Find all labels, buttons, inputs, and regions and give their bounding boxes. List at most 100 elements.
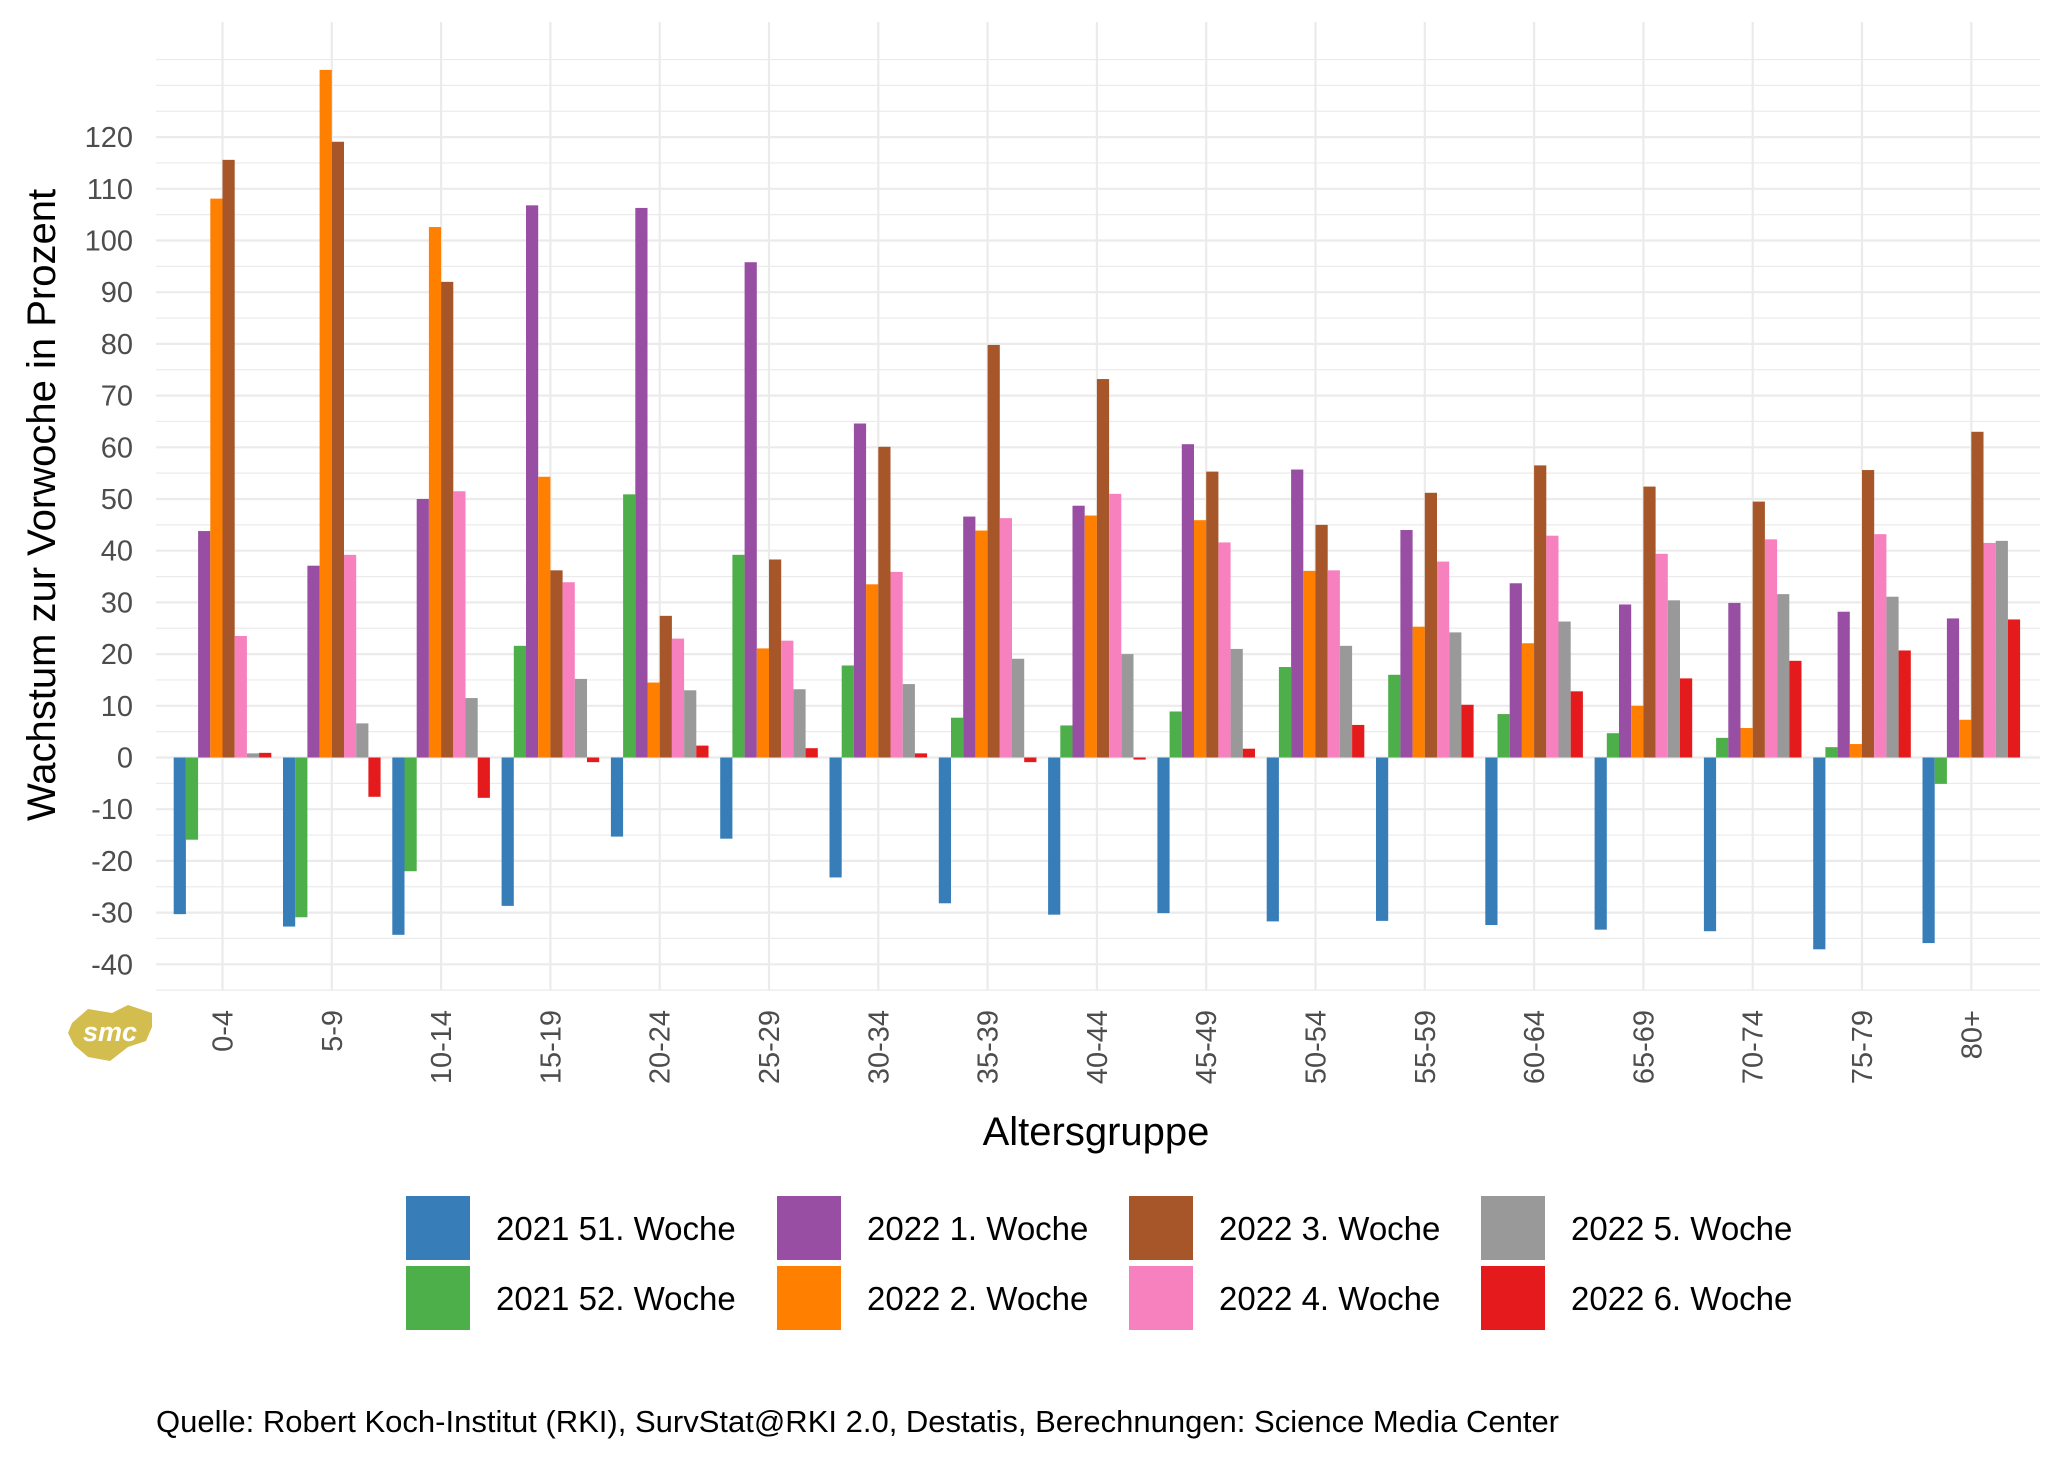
bar: [1072, 505, 1085, 758]
bar: [1619, 604, 1632, 758]
y-axis-title: Wachstum zur Vorwoche in Prozent: [20, 189, 64, 821]
bar: [1169, 711, 1182, 758]
y-tick-label: 50: [101, 484, 133, 516]
bar: [1206, 471, 1219, 758]
x-tick-label: 35-39: [973, 1010, 1005, 1084]
bar: [841, 665, 854, 758]
bar: [1109, 493, 1122, 758]
legend-label: 2022 3. Woche: [1219, 1210, 1440, 1247]
bar: [246, 753, 260, 758]
y-tick-label: -20: [91, 846, 133, 878]
bar: [1388, 674, 1401, 758]
bar: [1534, 465, 1547, 758]
bar: [671, 638, 685, 758]
bar: [781, 640, 794, 758]
bar: [441, 281, 454, 758]
bar: [805, 748, 818, 758]
bar: [1424, 492, 1437, 758]
bar: [185, 757, 199, 840]
smc-logo-shape: [68, 1005, 152, 1061]
bar: [2007, 619, 2021, 758]
bar: [938, 757, 951, 904]
bar: [696, 745, 709, 758]
legend-label: 2022 2. Woche: [867, 1280, 1088, 1317]
bar: [866, 584, 879, 758]
x-tick-label: 30-34: [863, 1010, 895, 1084]
bar: [1048, 757, 1061, 915]
bar: [1546, 535, 1559, 758]
bar: [234, 636, 247, 758]
bar: [1218, 542, 1231, 758]
bar: [587, 757, 600, 763]
bar: [1789, 660, 1802, 758]
legend-label: 2022 6. Woche: [1571, 1280, 1792, 1317]
x-tick-label: 25-29: [754, 1010, 786, 1084]
bar: [1012, 658, 1025, 758]
bar: [1570, 691, 1583, 758]
bar: [1230, 648, 1243, 758]
bar: [1376, 757, 1389, 921]
bar: [1777, 594, 1790, 758]
legend-swatch: [406, 1196, 470, 1260]
y-tick-label: -40: [91, 949, 133, 981]
y-tick-label: 110: [87, 174, 133, 206]
x-tick-label: 15-19: [535, 1010, 567, 1084]
x-tick-label: 75-79: [1847, 1010, 1879, 1084]
y-tick-label: 20: [101, 639, 133, 671]
legend-label: 2021 52. Woche: [496, 1280, 736, 1317]
bar: [1437, 561, 1450, 758]
x-tick-label: 50-54: [1301, 1010, 1333, 1084]
smc-logo: smc: [68, 1005, 152, 1061]
bar: [198, 531, 211, 758]
bar: [368, 757, 381, 797]
bar: [1096, 379, 1110, 758]
bar: [987, 344, 1000, 758]
bar: [963, 516, 976, 758]
bar: [501, 757, 514, 906]
bar: [1898, 650, 1911, 758]
bar: [623, 494, 636, 758]
x-tick-label: 70-74: [1738, 1010, 1770, 1084]
y-tick-labels: -40 -30 -20 -10 0 10 20 30 40 50 60 70 80 90 100 110 120: [85, 122, 133, 981]
bar: [1157, 757, 1170, 914]
legend-label: 2021 51. Woche: [496, 1210, 736, 1247]
bar: [1862, 470, 1875, 758]
caption: Quelle: Robert Koch-Institut (RKI), Surv…: [156, 1404, 1559, 1439]
bar: [1509, 583, 1522, 758]
legend-label: 2022 5. Woche: [1571, 1210, 1792, 1247]
bar: [1667, 600, 1680, 758]
bar: [416, 499, 429, 758]
bar: [1485, 757, 1498, 926]
bar: [1716, 737, 1729, 758]
bar: [1655, 553, 1668, 758]
bar: [647, 682, 660, 758]
x-tick-label: 5-9: [317, 1010, 349, 1052]
bar: [1194, 520, 1207, 758]
bar: [453, 491, 466, 758]
bar: [526, 205, 539, 758]
bar: [914, 753, 928, 758]
bar: [890, 571, 903, 758]
legend-swatch: [777, 1266, 841, 1330]
bar: [684, 690, 697, 758]
legend-swatch: [777, 1196, 841, 1260]
bar: [1680, 678, 1693, 758]
bar: [1594, 757, 1607, 930]
bar: [878, 446, 891, 758]
bar: [356, 723, 369, 758]
x-tick-label: 10-14: [426, 1010, 458, 1084]
y-tick-label: 70: [101, 381, 133, 413]
y-tick-label: 40: [101, 536, 133, 568]
x-tick-label: 55-59: [1410, 1010, 1442, 1084]
bar: [295, 757, 308, 918]
x-tick-label: 0-4: [208, 1010, 240, 1052]
x-tick-label: 40-44: [1082, 1010, 1114, 1084]
y-tick-label: 100: [85, 226, 133, 258]
y-tick-label: 10: [101, 691, 133, 723]
bar: [1024, 757, 1037, 763]
bar: [756, 648, 769, 758]
bar: [1643, 486, 1656, 758]
bar: [550, 570, 563, 758]
bar: [562, 582, 575, 758]
y-tick-label: 60: [101, 432, 133, 464]
